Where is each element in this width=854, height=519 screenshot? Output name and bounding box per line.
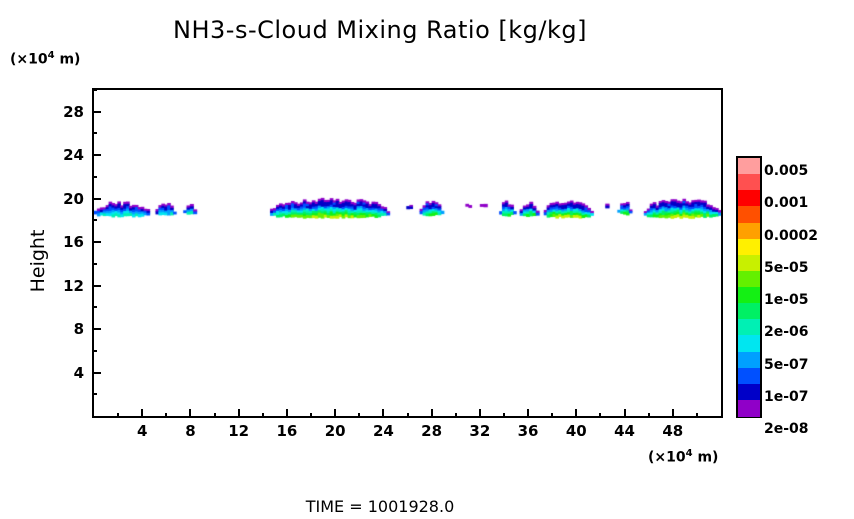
x-tick-minor (454, 413, 457, 418)
colorbar-band (738, 367, 760, 385)
colorbar (736, 156, 762, 418)
x-tick-label: 40 (565, 422, 587, 440)
x-tick-label: 24 (372, 422, 394, 440)
y-tick-label: 12 (63, 276, 84, 295)
colorbar-band (738, 254, 760, 272)
y-tick-minor (92, 262, 97, 265)
x-tick-major (141, 409, 144, 418)
x-tick-label: 8 (185, 422, 196, 440)
x-unit-suffix: m) (692, 449, 719, 466)
y-tick-label: 20 (63, 189, 84, 208)
x-tick-minor (310, 413, 313, 418)
x-unit-exponent: 4 (685, 448, 693, 459)
y-tick-minor (92, 306, 97, 309)
colorbar-label: 5e-05 (764, 259, 809, 276)
x-tick-minor (551, 413, 554, 418)
x-tick-major (527, 409, 530, 418)
y-tick-label: 28 (63, 102, 84, 121)
y-axis-unit-caption: (×104 m) (10, 50, 80, 68)
x-tick-major (671, 409, 674, 418)
x-tick-major (189, 409, 192, 418)
y-tick-major (92, 154, 101, 157)
colorbar-label: 0.005 (764, 163, 809, 180)
x-tick-minor (502, 413, 505, 418)
y-tick-major (92, 284, 101, 287)
colorbar-band (738, 287, 760, 304)
y-tick-major (92, 197, 101, 200)
x-tick-major (382, 409, 385, 418)
colorbar-label: 1e-05 (764, 292, 809, 309)
y-tick-label: 4 (73, 363, 84, 382)
colorbar-band (738, 335, 760, 353)
y-unit-prefix: (×10 (10, 51, 48, 68)
y-unit-suffix: m) (54, 51, 81, 68)
x-axis-unit-caption: (×104 m) (648, 448, 718, 466)
y-tick-minor (92, 393, 97, 396)
colorbar-band (738, 158, 760, 175)
y-tick-minor (92, 89, 97, 91)
x-unit-prefix: (×10 (648, 449, 686, 466)
colorbar-band (738, 399, 760, 417)
x-tick-major (623, 409, 626, 418)
x-tick-major (430, 409, 433, 418)
colorbar-label: 1e-07 (764, 388, 809, 405)
colorbar-label: 2e-06 (764, 324, 809, 341)
x-tick-major (334, 409, 337, 418)
x-tick-major (478, 409, 481, 418)
x-tick-minor (406, 413, 409, 418)
x-tick-label: 16 (276, 422, 298, 440)
colorbar-band (738, 270, 760, 288)
x-tick-minor (647, 413, 650, 418)
colorbar-band (738, 222, 760, 240)
x-tick-major (575, 409, 578, 418)
colorbar-band (738, 238, 760, 256)
x-tick-label: 4 (137, 422, 148, 440)
x-tick-label: 28 (421, 422, 443, 440)
time-annotation: TIME = 1001928.0 (305, 497, 455, 516)
y-tick-major (92, 110, 101, 113)
contour-field (94, 90, 721, 416)
colorbar-label: 2e-08 (764, 421, 809, 438)
x-tick-label: 20 (324, 422, 346, 440)
y-tick-label: 8 (73, 320, 84, 339)
x-tick-label: 48 (662, 422, 684, 440)
colorbar-label: 0.001 (764, 195, 809, 212)
colorbar-band (738, 303, 760, 320)
page-title: NH3-s-Cloud Mixing Ratio [kg/kg] (173, 16, 587, 44)
x-tick-label: 32 (469, 422, 491, 440)
plot-area (92, 88, 723, 418)
colorbar-label: 5e-07 (764, 356, 809, 373)
y-tick-major (92, 241, 101, 244)
y-tick-minor (92, 132, 97, 135)
y-tick-minor (92, 349, 97, 352)
colorbar-band (738, 383, 760, 401)
x-tick-minor (117, 413, 120, 418)
x-tick-minor (261, 413, 264, 418)
y-tick-label: 24 (63, 146, 84, 165)
x-tick-label: 36 (517, 422, 539, 440)
x-tick-major (237, 409, 240, 418)
y-tick-label: 16 (63, 233, 84, 252)
x-tick-minor (695, 413, 698, 418)
colorbar-label: 0.0002 (764, 227, 819, 244)
colorbar-band (738, 190, 760, 207)
x-tick-minor (165, 413, 168, 418)
x-tick-minor (599, 413, 602, 418)
y-tick-minor (92, 175, 97, 178)
x-tick-major (285, 409, 288, 418)
x-tick-label: 44 (614, 422, 635, 440)
y-tick-minor (92, 219, 97, 222)
colorbar-band (738, 174, 760, 191)
x-tick-label: 12 (228, 422, 250, 440)
x-tick-minor (358, 413, 361, 418)
y-axis-title: Height (27, 229, 49, 293)
colorbar-band (738, 351, 760, 369)
y-unit-exponent: 4 (47, 50, 55, 61)
colorbar-band (738, 206, 760, 224)
y-tick-major (92, 371, 101, 374)
y-tick-major (92, 328, 101, 331)
colorbar-band (738, 319, 760, 336)
x-tick-minor (213, 413, 216, 418)
